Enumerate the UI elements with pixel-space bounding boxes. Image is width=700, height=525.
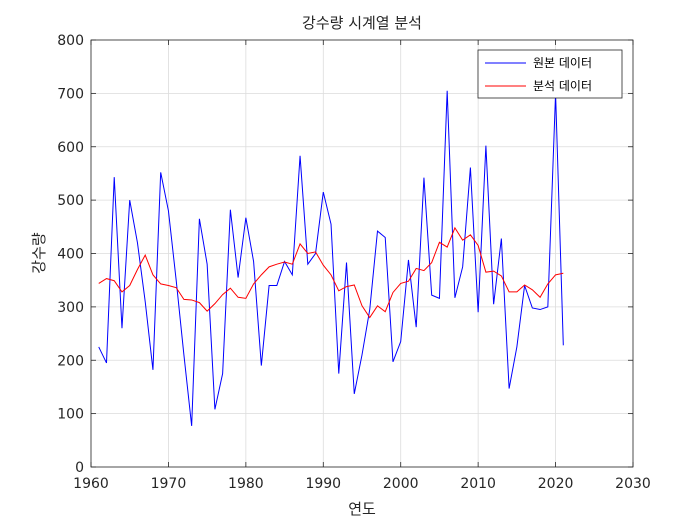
y-axis-label: 강수량 xyxy=(30,232,48,274)
x-tick-label: 2000 xyxy=(383,476,419,492)
x-axis-label: 연도 xyxy=(348,500,376,518)
legend-label-original: 원본 데이터 xyxy=(533,56,592,70)
y-tick-label: 0 xyxy=(75,460,84,476)
series-line-original xyxy=(98,90,564,426)
chart-title: 강수량 시계열 분석 xyxy=(302,14,422,32)
x-tick-label: 2030 xyxy=(615,476,651,492)
axis-ticks: 1960 1970 1980 1990 2000 2010 2020 2030 0 100 200 3… xyxy=(57,33,651,492)
y-tick-label: 500 xyxy=(57,193,84,209)
x-tick-label: 1990 xyxy=(305,476,341,492)
y-tick-label: 400 xyxy=(57,247,84,263)
y-tick-label: 800 xyxy=(57,33,84,49)
y-tick-label: 700 xyxy=(57,86,84,102)
x-tick-label: 2020 xyxy=(538,476,574,492)
y-tick-label: 300 xyxy=(57,300,84,316)
legend-label-analysis: 분석 데이터 xyxy=(533,79,592,93)
x-tick-label: 2010 xyxy=(460,476,496,492)
x-tick-label: 1980 xyxy=(228,476,264,492)
series-lines xyxy=(98,90,564,426)
x-tick-label: 1960 xyxy=(73,476,109,492)
legend-box xyxy=(477,49,623,99)
legend: 원본 데이터 분석 데이터 xyxy=(477,49,623,99)
y-tick-label: 600 xyxy=(57,140,84,156)
y-tick-label: 100 xyxy=(57,407,84,423)
x-tick-label: 1970 xyxy=(151,476,187,492)
y-tick-label: 200 xyxy=(57,353,84,369)
series-line-analysis xyxy=(98,226,564,319)
